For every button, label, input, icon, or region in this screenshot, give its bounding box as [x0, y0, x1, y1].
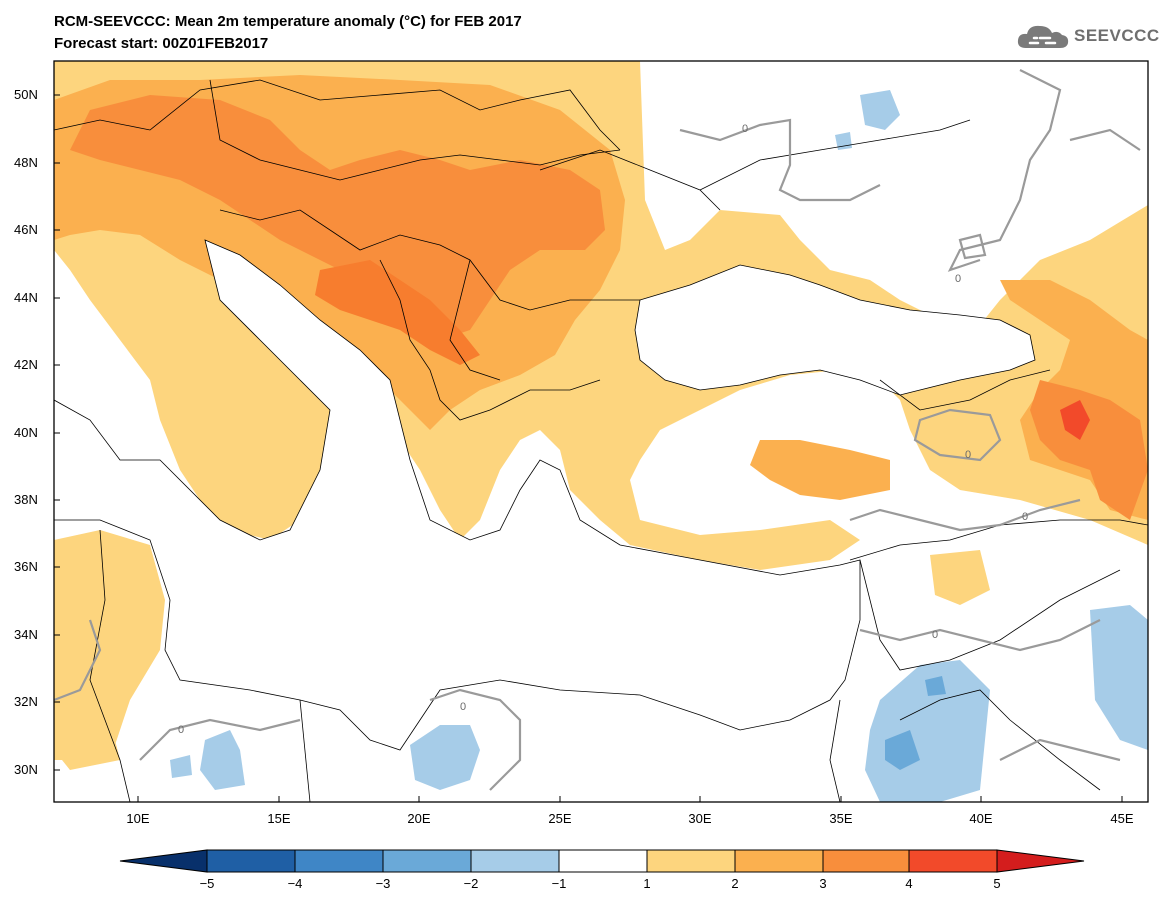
lat-label: 40N: [14, 425, 38, 440]
colorbar-tick-label: −1: [551, 876, 567, 891]
contour-label: 0: [1022, 511, 1028, 523]
colorbar-segment: [822, 849, 910, 873]
colorbar-segment: [646, 849, 736, 873]
lat-label: 34N: [14, 627, 38, 642]
lon-label: 15E: [267, 811, 291, 826]
colorbar-segment: [908, 849, 998, 873]
contour-label: 0: [955, 273, 961, 285]
contour-label: 0: [932, 629, 938, 641]
colorbar-tick-label: 3: [819, 876, 827, 891]
logo-text: SEEVCCC: [1074, 26, 1160, 45]
axis-ticks: [54, 94, 1123, 802]
colorbar-tick-label: 5: [993, 876, 1001, 891]
lat-label: 48N: [14, 155, 38, 170]
colorbar-segment: [294, 849, 384, 873]
lat-label: 38N: [14, 492, 38, 507]
colorbar-tick-label: 4: [905, 876, 913, 891]
colorbar-segment: [470, 849, 560, 873]
lat-label: 32N: [14, 694, 38, 709]
map-frame: [53, 60, 1149, 803]
contour-label: 0: [742, 123, 748, 135]
sea-areas: [54, 239, 1036, 751]
seevccc-logo: SEEVCCC: [1016, 22, 1160, 50]
contour-label: 0: [965, 449, 971, 461]
colorbar-tick-label: −2: [463, 876, 479, 891]
colorbar-segment: [382, 849, 472, 873]
colorbar-segment: [558, 849, 648, 873]
forecast-start-subtitle: Forecast start: 00Z01FEB2017: [54, 35, 269, 52]
lon-label: 30E: [688, 811, 712, 826]
lat-label: 30N: [14, 762, 38, 777]
colorbar-tick-label: 2: [731, 876, 739, 891]
country-borders: [54, 79, 1148, 802]
lon-label: 10E: [126, 811, 150, 826]
colorbar-tick-label: 1: [643, 876, 651, 891]
colorbar-min-arrow: [119, 849, 208, 873]
lat-label: 36N: [14, 559, 38, 574]
map-title: RCM-SEEVCCC: Mean 2m temperature anomaly…: [54, 13, 522, 30]
lat-label: 46N: [14, 222, 38, 237]
colorbar-tick-label: −4: [287, 876, 303, 891]
colorbar-segment: [734, 849, 824, 873]
colorbar: [119, 849, 1085, 873]
lat-label: 44N: [14, 290, 38, 305]
contour-label: 0: [178, 724, 184, 736]
contour-label: 0: [460, 701, 466, 713]
lon-label: 35E: [829, 811, 853, 826]
lon-label: 20E: [407, 811, 431, 826]
zero-contours: [54, 69, 1141, 791]
cloud-icon: [1017, 25, 1069, 48]
lon-label: 25E: [548, 811, 572, 826]
contour-labels: 0 0 0 0 0 0 0: [178, 123, 1028, 736]
colorbar-segment: [206, 849, 296, 873]
lon-label: 40E: [969, 811, 993, 826]
colorbar-tick-label: −5: [199, 876, 215, 891]
lon-label: 45E: [1110, 811, 1134, 826]
lat-label: 50N: [14, 87, 38, 102]
lat-label: 42N: [14, 357, 38, 372]
colorbar-max-arrow: [996, 849, 1085, 873]
colorbar-tick-label: −3: [375, 876, 391, 891]
